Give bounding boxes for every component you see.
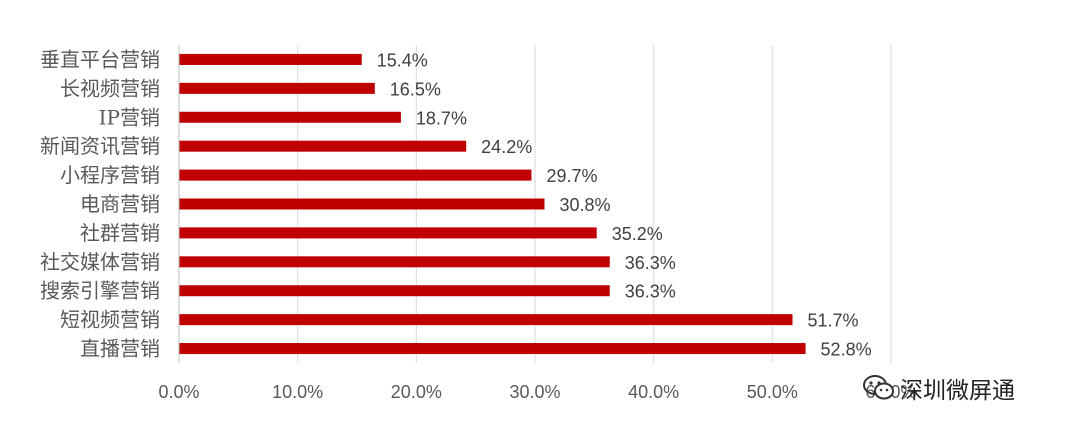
data-label: 15.4% <box>377 50 428 70</box>
category-label: 小程序营销 <box>60 163 160 187</box>
x-tick-label: 40.0% <box>628 382 679 402</box>
x-axis-ticks: 0.0%10.0%20.0%30.0%40.0%50.0%60.0% <box>158 382 916 402</box>
watermark-text: 深圳微屏通 <box>900 378 1015 404</box>
x-tick-label: 0.0% <box>158 382 199 402</box>
category-label: 短视频营销 <box>60 308 160 332</box>
data-labels: 15.4% 16.5% 18.7% 24.2% 29.7% 30.8%35.2% 36.3%… <box>377 50 872 359</box>
bar <box>179 227 597 239</box>
data-label: 52.8% <box>821 340 872 360</box>
x-tick-label: 10.0% <box>272 382 323 402</box>
bar <box>179 53 362 65</box>
category-label: IP营销 <box>99 105 160 129</box>
data-label: 36.3% <box>625 253 676 273</box>
bar <box>179 111 401 123</box>
category-label: 长视频营销 <box>60 76 160 100</box>
data-label: 18.7% <box>416 108 467 128</box>
category-label: 搜索引擎营销 <box>40 279 160 303</box>
data-label: 16.5% <box>390 79 441 99</box>
data-label: 51.7% <box>808 311 859 331</box>
bar <box>179 343 806 355</box>
data-label: 36.3% <box>625 282 676 302</box>
bar <box>179 198 545 210</box>
data-label: 29.7% <box>546 166 597 186</box>
bar <box>179 285 610 297</box>
bar <box>179 82 375 94</box>
category-label: 垂直平台营销 <box>40 47 160 71</box>
category-label: 直播营销 <box>80 337 160 361</box>
bar <box>179 314 793 326</box>
watermark: 深圳微屏通 <box>862 370 1015 406</box>
x-tick-label: 30.0% <box>509 382 560 402</box>
bars <box>179 53 806 355</box>
data-label: 30.8% <box>559 195 610 215</box>
wechat-icon <box>863 375 894 400</box>
category-label: 社交媒体营销 <box>40 250 160 274</box>
category-label: 社群营销 <box>80 221 160 245</box>
bar <box>179 256 610 268</box>
data-label: 35.2% <box>612 224 663 244</box>
x-tick-label: 20.0% <box>391 382 442 402</box>
bar <box>179 140 467 152</box>
x-tick-label: 50.0% <box>747 382 798 402</box>
category-label: 新闻资讯营销 <box>40 134 160 158</box>
bar <box>179 169 532 181</box>
category-label: 电商营销 <box>80 192 160 216</box>
data-label: 24.2% <box>481 137 532 157</box>
